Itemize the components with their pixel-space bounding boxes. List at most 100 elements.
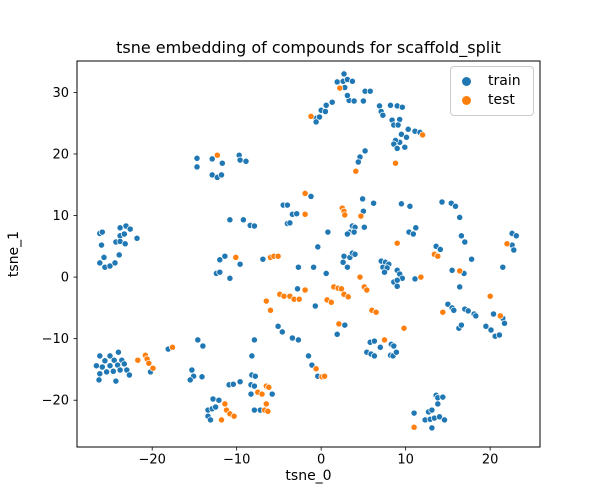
data-point-train [393,276,401,284]
data-point-train [96,370,104,378]
data-point-train [106,362,114,370]
data-point-train [98,228,106,236]
data-point-train [116,224,124,232]
data-point-train [441,416,448,424]
data-point-test [274,252,282,260]
data-point-train [397,130,405,138]
data-point-test [221,400,229,408]
data-point-test [321,372,329,380]
data-point-test [327,298,335,306]
data-point-train [409,230,417,238]
data-point-test [419,131,427,139]
data-point-train [439,393,447,401]
data-point-train [495,331,503,339]
data-point-train [452,202,459,210]
data-point-train [321,108,329,115]
data-point-test [352,167,360,175]
data-point-train [333,78,341,86]
data-point-train [209,395,217,403]
data-point-train [464,307,472,315]
data-point-train [401,143,409,151]
data-point-train [434,400,442,408]
data-point-test [301,286,309,294]
data-point-train [294,285,301,293]
data-point-train [438,198,446,206]
x-tick-label: 10 [397,453,414,468]
data-point-train [436,245,444,253]
y-tick-label: −10 [42,332,69,347]
data-point-train [194,336,202,344]
data-point-test [456,267,464,275]
data-point-train [448,266,456,274]
data-point-train [98,241,105,249]
x-tick-label: −20 [138,453,165,468]
data-point-train [322,269,330,277]
data-point-test [264,407,272,415]
data-point-train [393,282,401,290]
data-point-train [133,234,141,242]
data-point-train [226,216,234,224]
data-point-train [461,238,469,246]
data-point-train [221,252,229,260]
data-point-train [120,360,128,368]
data-point-train [387,101,394,109]
data-point-train [106,352,114,360]
data-point-test [344,293,352,301]
data-point-test [232,253,240,261]
data-point-train [120,230,128,238]
data-point-train [193,163,201,171]
data-point-train [283,201,291,209]
data-point-train [411,275,419,283]
data-point-train [286,219,294,227]
y-tick-label: 0 [61,271,69,286]
data-point-train [398,103,406,111]
legend-label-train: train [488,73,521,89]
data-point-train [98,363,106,371]
data-point-train [250,336,258,344]
data-point-train [428,406,436,414]
data-point-train [457,232,465,240]
data-point-train [370,352,378,360]
data-point-train [343,92,351,99]
data-point-train [294,263,302,271]
data-point-train [450,306,458,314]
data-point-train [106,262,114,270]
y-tick-label: 20 [52,147,69,162]
data-point-train [343,263,351,271]
data-point-train [512,232,520,240]
data-point-train [111,259,119,267]
data-point-train [404,125,412,133]
data-point-test [503,240,511,248]
data-point-train [314,243,322,251]
data-point-train [499,263,507,271]
data-point-test [496,312,504,320]
legend-swatch-test-icon [462,96,471,105]
data-point-test [434,252,442,260]
data-point-train [278,328,286,336]
data-point-train [510,246,518,254]
data-point-train [236,156,244,164]
data-point-test [230,412,238,420]
data-point-train [412,224,420,232]
data-point-train [236,378,244,386]
data-point-train [193,154,201,162]
data-point-train [348,77,356,85]
data-point-train [456,283,464,291]
y-tick-label: 10 [52,209,69,224]
data-point-test [486,292,494,300]
data-point-train [125,371,133,379]
data-point-train [247,390,255,398]
data-point-train [188,366,196,374]
data-point-train [393,144,401,152]
data-point-train [250,406,258,414]
data-point-test [262,297,270,305]
data-point-train [376,102,383,110]
data-point-train [361,147,369,155]
data-point-train [116,366,124,374]
x-tick-label: −10 [223,453,250,468]
data-point-train [208,155,216,163]
data-point-train [96,259,104,267]
data-point-train [370,199,378,207]
data-point-train [236,260,244,268]
data-point-train [343,230,351,238]
